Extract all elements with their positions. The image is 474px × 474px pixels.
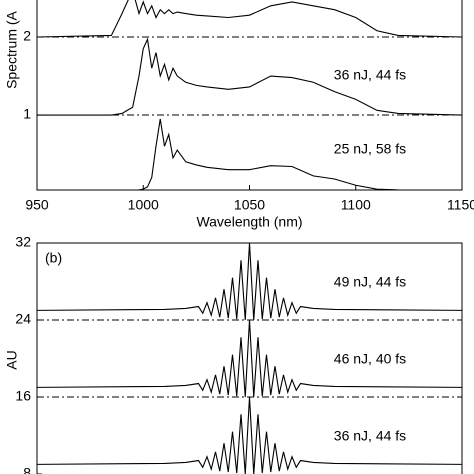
plot-area — [37, 243, 462, 474]
y-tick-label: 8 — [23, 465, 31, 474]
x-tick-label: 1150 — [447, 197, 474, 213]
series-line — [37, 0, 462, 38]
y-tick-label: 1 — [23, 106, 31, 122]
series-line — [37, 319, 462, 398]
panel-label: (b) — [45, 250, 62, 266]
series-line — [133, 118, 450, 190]
y-tick-label: 16 — [15, 388, 31, 404]
series-line — [37, 37, 462, 116]
annotation: 49 nJ, 44 fs — [334, 274, 406, 290]
plot-area — [37, 0, 462, 190]
x-axis-label: Wavelength (nm) — [196, 214, 302, 230]
annotation: 25 nJ, 58 fs — [334, 141, 406, 157]
plot-frame — [36, 0, 463, 191]
x-tick-label: 950 — [25, 197, 49, 213]
y-axis-label: Spectrum (A — [4, 10, 20, 88]
y-tick-label: 32 — [15, 234, 31, 250]
x-tick-label: 1100 — [341, 197, 371, 213]
annotation: 36 nJ, 44 fs — [334, 67, 406, 83]
series-line — [37, 243, 462, 321]
series-line — [37, 396, 462, 474]
x-tick-label: 1050 — [234, 197, 265, 213]
y-tick-label: 2 — [23, 28, 31, 44]
x-tick-label: 1000 — [128, 197, 159, 213]
y-tick-label: 24 — [15, 311, 31, 327]
annotation: 46 nJ, 40 fs — [334, 351, 406, 367]
annotation: 36 nJ, 44 fs — [334, 428, 406, 444]
y-axis-label: AU — [4, 350, 20, 369]
